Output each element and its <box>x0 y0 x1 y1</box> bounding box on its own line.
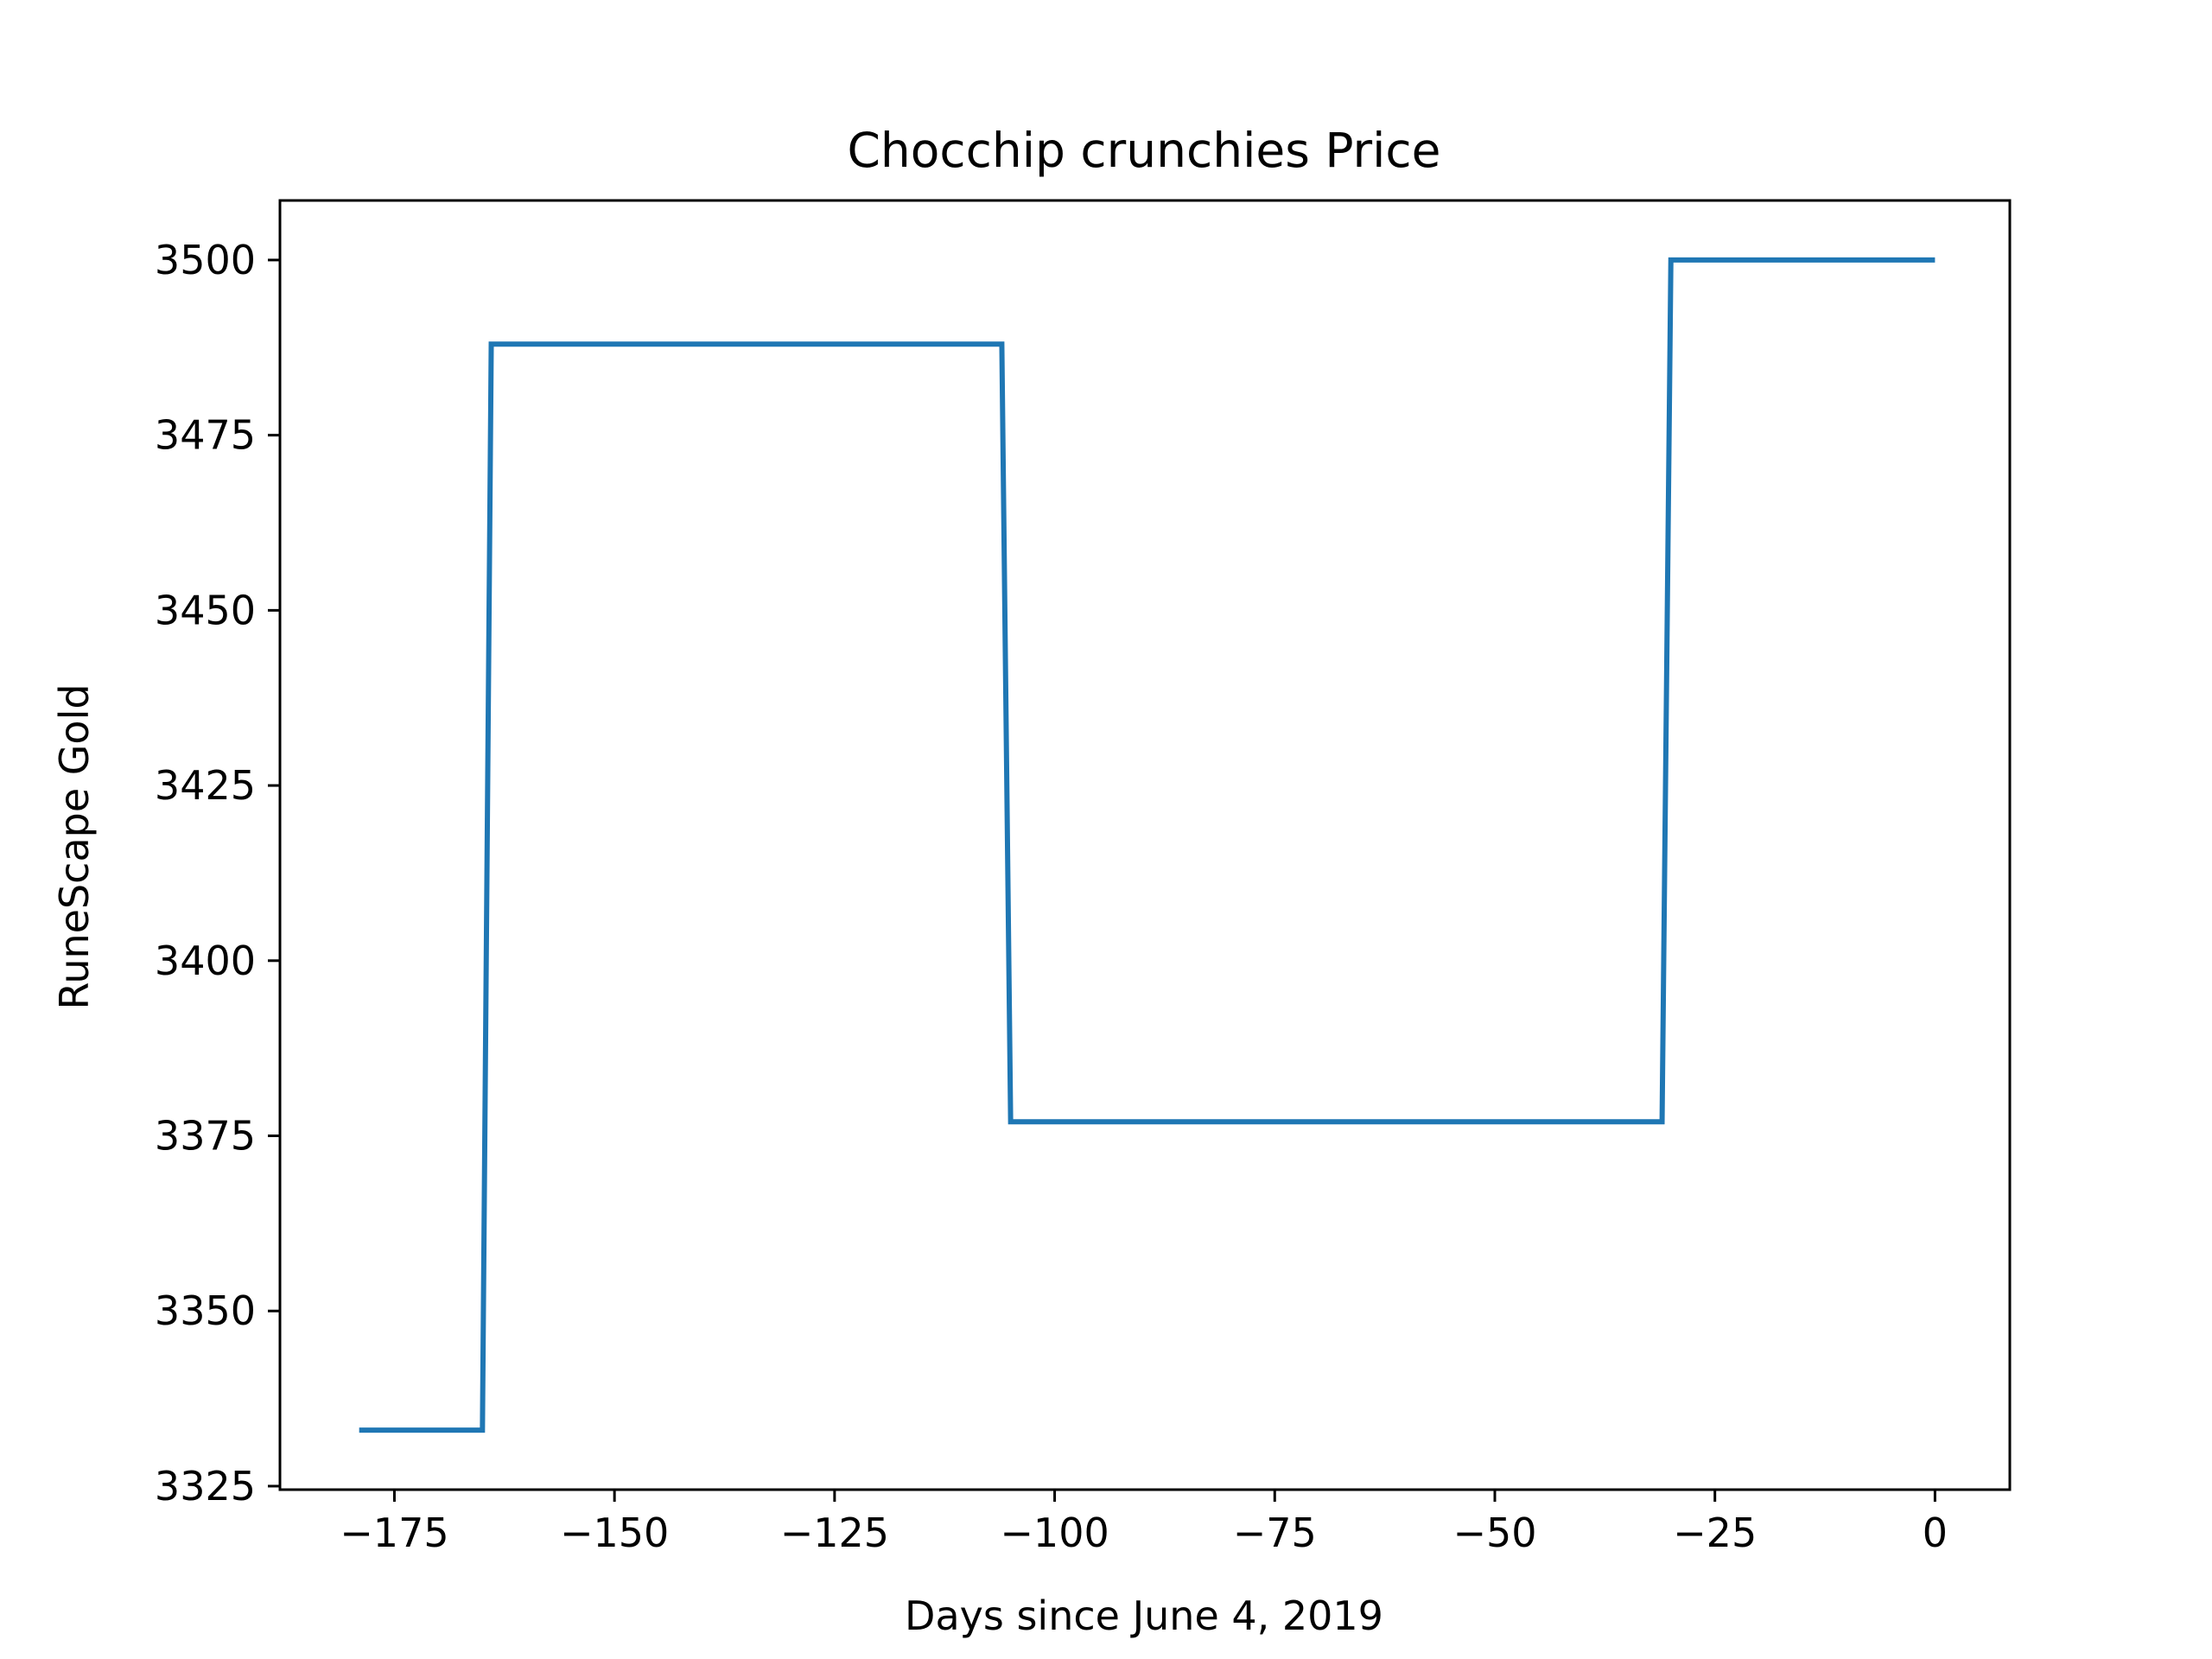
x-tick-label: −175 <box>340 1510 448 1556</box>
y-tick-label: 3475 <box>155 412 256 459</box>
x-tick-label: −150 <box>560 1510 669 1556</box>
plot-area <box>278 199 2012 1491</box>
x-tick-label: −125 <box>780 1510 889 1556</box>
y-tick-label: 3350 <box>155 1287 256 1334</box>
y-axis: 3325 3350 3375 3400 3425 3450 3475 3500 <box>155 237 280 1510</box>
x-tick-label: −25 <box>1673 1510 1757 1556</box>
y-tick-label: 3450 <box>155 587 256 633</box>
y-tick-label: 3325 <box>155 1463 256 1510</box>
plot-frame <box>278 199 2012 1491</box>
x-axis: −175 −150 −125 −100 −75 −50 −25 0 <box>340 1490 1948 1556</box>
series-line-0 <box>359 257 1936 1433</box>
y-tick-label: 3425 <box>155 762 256 809</box>
x-tick-label: −50 <box>1452 1510 1536 1556</box>
x-axis-label: Days since June 4, 2019 <box>905 1592 1383 1639</box>
x-tick-label: −100 <box>1000 1510 1109 1556</box>
y-tick-label: 3400 <box>155 938 256 984</box>
y-tick-label: 3375 <box>155 1113 256 1160</box>
x-tick-label: 0 <box>1923 1510 1948 1556</box>
y-tick-label: 3500 <box>155 237 256 283</box>
x-tick-label: −75 <box>1233 1510 1317 1556</box>
chart-title: Chocchip crunchies Price <box>847 123 1440 178</box>
y-axis-label: RuneScape Gold <box>51 683 98 1009</box>
